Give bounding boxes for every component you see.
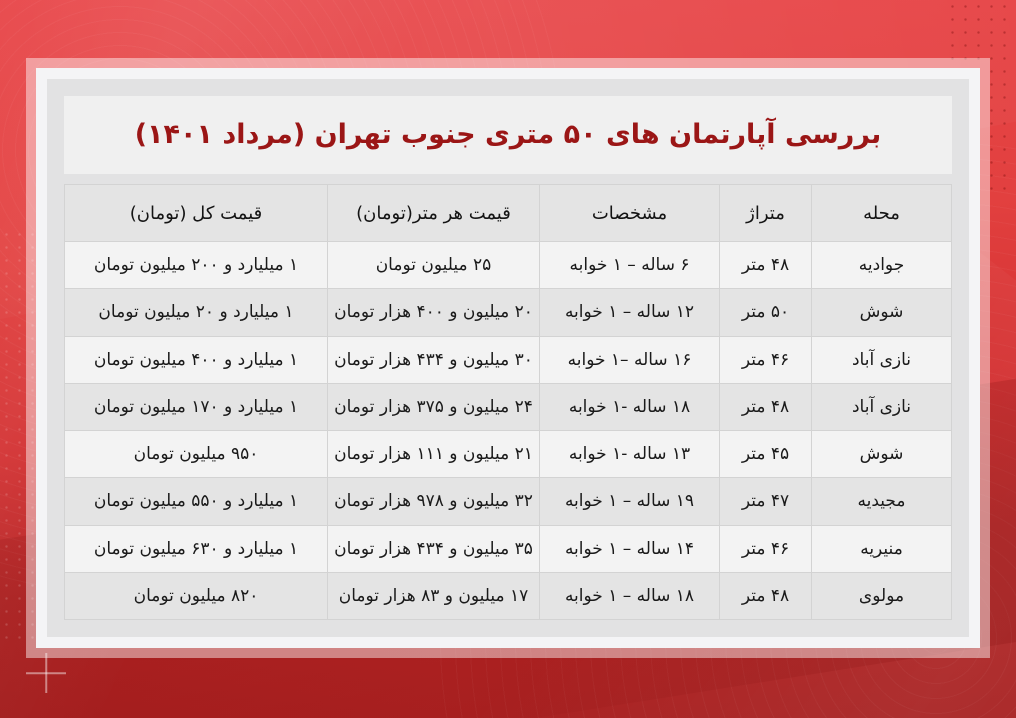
infographic-card-frame: بررسی آپارتمان های ۵۰ متری جنوب تهران (م… bbox=[26, 58, 990, 658]
cell-specs: ۱۲ ساله – ۱ خوابه bbox=[539, 288, 720, 337]
cell-total-price: ۸۲۰ میلیون تومان bbox=[64, 571, 328, 621]
cell-total-price: ۱ میلیارد و ۲۰۰ میلیون تومان bbox=[64, 240, 328, 290]
apartments-table: محله متراژ مشخصات قیمت هر متر(تومان) قیم… bbox=[64, 184, 952, 621]
table-row: مولوی ۴۸ متر ۱۸ ساله – ۱ خوابه ۱۷ میلیون و … bbox=[64, 571, 952, 621]
table-header-row: محله متراژ مشخصات قیمت هر متر(تومان) قیم… bbox=[64, 184, 952, 242]
cell-neighborhood: مجیدیه bbox=[811, 477, 952, 526]
table-row: نازی آباد ۴۶ متر ۱۶ ساله –۱ خوابه ۳۰ میلیون… bbox=[64, 335, 952, 384]
cell-area: ۵۰ متر bbox=[719, 288, 812, 337]
cell-area: ۴۸ متر bbox=[719, 382, 812, 432]
cell-price-per-meter: ۲۰ میلیون و ۴۰۰ هزار تومان bbox=[327, 288, 540, 337]
table-row: مجیدیه ۴۷ متر ۱۹ ساله – ۱ خوابه ۳۲ میلیون و… bbox=[64, 477, 952, 526]
column-header-specs: مشخصات bbox=[539, 184, 720, 242]
cell-area: ۴۸ متر bbox=[719, 240, 812, 290]
table-row: جوادیه ۴۸ متر ۶ ساله – ۱ خوابه ۲۵ میلیون تو… bbox=[64, 240, 952, 290]
cell-price-per-meter: ۱۷ میلیون و ۸۳ هزار تومان bbox=[327, 571, 540, 621]
cell-price-per-meter: ۳۲ میلیون و ۹۷۸ هزار تومان bbox=[327, 477, 540, 526]
cell-specs: ۶ ساله – ۱ خوابه bbox=[539, 240, 720, 290]
cell-specs: ۱۶ ساله –۱ خوابه bbox=[539, 335, 720, 384]
cell-area: ۴۸ متر bbox=[719, 571, 812, 621]
cell-area: ۴۶ متر bbox=[719, 524, 812, 573]
cell-specs: ۱۴ ساله – ۱ خوابه bbox=[539, 524, 720, 573]
column-header-price-per-meter: قیمت هر متر(تومان) bbox=[327, 184, 540, 242]
cell-area: ۴۶ متر bbox=[719, 335, 812, 384]
cell-neighborhood: شوش bbox=[811, 288, 952, 337]
table-row: منیریه ۴۶ متر ۱۴ ساله – ۱ خوابه ۳۵ میلیون و… bbox=[64, 524, 952, 573]
cell-area: ۴۷ متر bbox=[719, 477, 812, 526]
cell-price-per-meter: ۲۵ میلیون تومان bbox=[327, 240, 540, 290]
cell-neighborhood: منیریه bbox=[811, 524, 952, 573]
cell-specs: ۱۳ ساله -۱ خوابه bbox=[539, 429, 720, 479]
cell-total-price: ۱ میلیارد و ۲۰ میلیون تومان bbox=[64, 288, 328, 337]
cell-neighborhood: شوش bbox=[811, 429, 952, 479]
cell-price-per-meter: ۲۱ میلیون و ۱۱۱ هزار تومان bbox=[327, 429, 540, 479]
cell-neighborhood: مولوی bbox=[811, 571, 952, 621]
cell-total-price: ۱ میلیارد و ۴۰۰ میلیون تومان bbox=[64, 335, 328, 384]
cell-price-per-meter: ۲۴ میلیون و ۳۷۵ هزار تومان bbox=[327, 382, 540, 432]
cell-neighborhood: نازی آباد bbox=[811, 335, 952, 384]
column-header-total-price: قیمت کل (تومان) bbox=[64, 184, 328, 242]
page-title: بررسی آپارتمان های ۵۰ متری جنوب تهران (م… bbox=[134, 119, 882, 151]
cell-total-price: ۱ میلیارد و ۵۵۰ میلیون تومان bbox=[64, 477, 328, 526]
cell-total-price: ۹۵۰ میلیون تومان bbox=[64, 429, 328, 479]
card-body: بررسی آپارتمان های ۵۰ متری جنوب تهران (م… bbox=[47, 79, 969, 637]
table-body: جوادیه ۴۸ متر ۶ ساله – ۱ خوابه ۲۵ میلیون تو… bbox=[64, 240, 952, 621]
card-white-layer: بررسی آپارتمان های ۵۰ متری جنوب تهران (م… bbox=[36, 68, 980, 648]
cell-total-price: ۱ میلیارد و ۶۳۰ میلیون تومان bbox=[64, 524, 328, 573]
table-row: نازی آباد ۴۸ متر ۱۸ ساله -۱ خوابه ۲۴ میلیون… bbox=[64, 382, 952, 432]
plus-marker-icon bbox=[26, 653, 66, 693]
cell-price-per-meter: ۳۵ میلیون و ۴۳۴ هزار تومان bbox=[327, 524, 540, 573]
cell-specs: ۱۹ ساله – ۱ خوابه bbox=[539, 477, 720, 526]
cell-area: ۴۵ متر bbox=[719, 429, 812, 479]
cell-price-per-meter: ۳۰ میلیون و ۴۳۴ هزار تومان bbox=[327, 335, 540, 384]
cell-total-price: ۱ میلیارد و ۱۷۰ میلیون تومان bbox=[64, 382, 328, 432]
title-banner: بررسی آپارتمان های ۵۰ متری جنوب تهران (م… bbox=[64, 96, 952, 174]
column-header-area: متراژ bbox=[719, 184, 812, 242]
cell-neighborhood: جوادیه bbox=[811, 240, 952, 290]
column-header-neighborhood: محله bbox=[811, 184, 952, 242]
table-row: شوش ۵۰ متر ۱۲ ساله – ۱ خوابه ۲۰ میلیون و ۴۰… bbox=[64, 288, 952, 337]
dot-pattern-left bbox=[0, 228, 34, 648]
table-row: شوش ۴۵ متر ۱۳ ساله -۱ خوابه ۲۱ میلیون و ۱۱۱… bbox=[64, 429, 952, 479]
table-header: محله متراژ مشخصات قیمت هر متر(تومان) قیم… bbox=[64, 184, 952, 242]
cell-specs: ۱۸ ساله – ۱ خوابه bbox=[539, 571, 720, 621]
cell-specs: ۱۸ ساله -۱ خوابه bbox=[539, 382, 720, 432]
cell-neighborhood: نازی آباد bbox=[811, 382, 952, 432]
